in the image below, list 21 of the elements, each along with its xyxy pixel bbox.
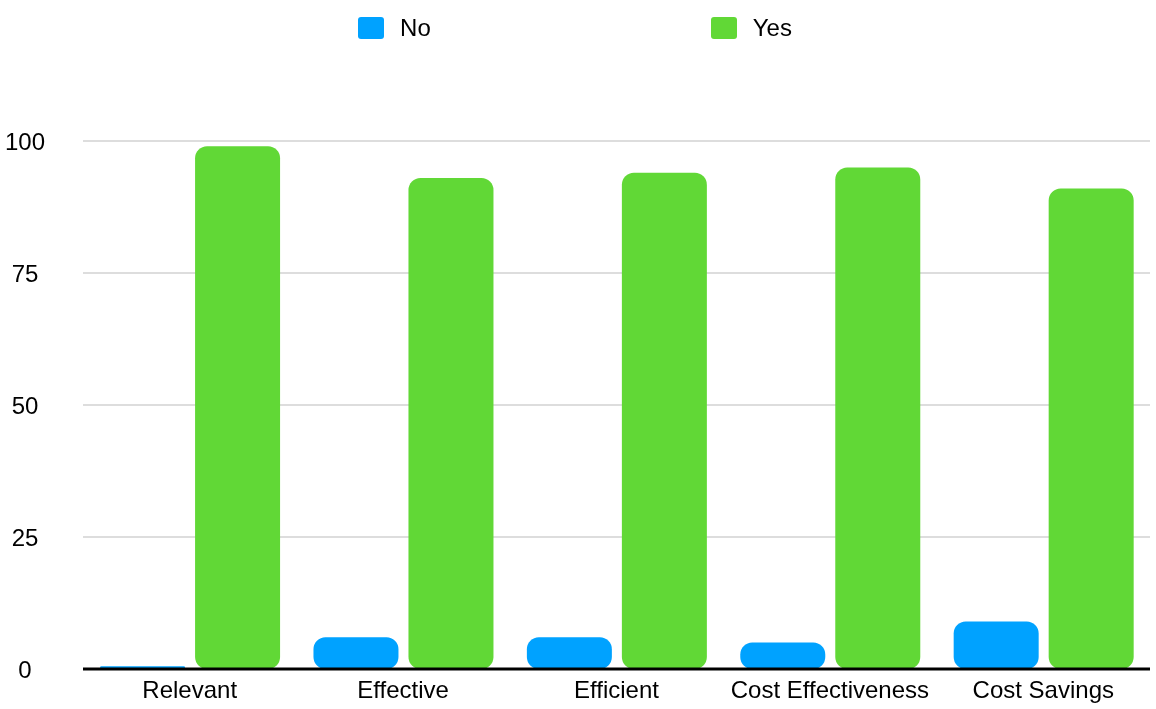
- x-tick-label: Effective: [357, 676, 449, 704]
- bar: [313, 637, 399, 669]
- bar: [408, 177, 494, 669]
- bar: [740, 642, 826, 669]
- y-tick-label: 0: [18, 655, 32, 683]
- x-tick-label: Cost Effectiveness: [730, 676, 930, 704]
- bar: [1048, 188, 1134, 669]
- y-tick-label: 25: [11, 523, 39, 551]
- x-tick-label: Cost Savings: [972, 676, 1114, 704]
- y-tick-label: 50: [11, 391, 39, 419]
- legend-label: No: [400, 14, 431, 42]
- bar: [835, 167, 921, 669]
- bar: [195, 146, 281, 669]
- bar: [621, 172, 707, 669]
- bar: [953, 621, 1039, 669]
- x-tick-label: Relevant: [142, 676, 238, 704]
- y-tick-label: 75: [11, 259, 39, 287]
- bar: [526, 637, 612, 669]
- x-tick-label: Efficient: [574, 676, 660, 704]
- y-tick-label: 100: [4, 127, 46, 155]
- legend-label: Yes: [752, 14, 792, 42]
